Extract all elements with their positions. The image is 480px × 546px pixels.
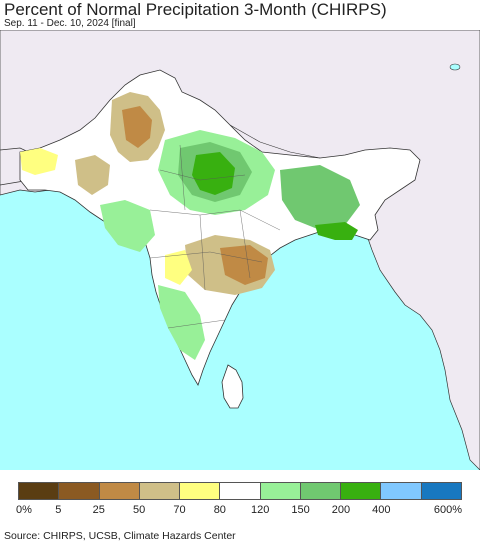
sri-lanka: [221, 364, 244, 409]
legend-swatch: [421, 483, 461, 499]
dry-region-sindh: [75, 155, 110, 195]
legend-swatch: [180, 483, 221, 499]
legend-label: 150: [291, 504, 310, 516]
map-title: Percent of Normal Precipitation 3-Month …: [4, 0, 387, 19]
legend-swatch: [59, 483, 100, 499]
legend-label: 200: [331, 504, 351, 516]
legend-label: 80: [213, 504, 226, 516]
precipitation-map: [0, 30, 480, 470]
yellow-region-baluchistan: [20, 148, 58, 175]
very-dry-region-deccan: [220, 245, 268, 285]
legend-swatch: [19, 483, 60, 499]
legend-swatch: [341, 483, 382, 499]
very-wet-region-central-india: [192, 152, 235, 195]
source-credit: Source: CHIRPS, UCSB, Climate Hazards Ce…: [4, 530, 236, 542]
legend-swatch: [381, 483, 422, 499]
wet-region-east-india: [280, 165, 360, 230]
legend-swatch: [99, 483, 140, 499]
wet-region-south-india: [158, 285, 205, 360]
wet-region-gujarat: [100, 200, 155, 252]
very-dry-region-pakistan: [122, 106, 152, 148]
color-legend: [18, 482, 462, 500]
state-borders: [149, 144, 281, 329]
legend-label: 400: [372, 504, 391, 516]
legend-swatch: [139, 483, 181, 499]
lake-feature: [449, 63, 461, 71]
map-subtitle: Sep. 11 - Dec. 10, 2024 [final]: [4, 18, 136, 29]
nepal-border: [229, 124, 321, 159]
legend-swatch: [300, 483, 342, 499]
legend-swatch: [260, 483, 301, 499]
legend-labels: 0% 5 25 50 70 80 120 150 200 400 600%: [0, 504, 480, 518]
bangladesh-coast: [315, 222, 358, 240]
legend-label: 0%: [16, 504, 32, 516]
legend-label: 70: [173, 504, 186, 516]
legend-label: 120: [250, 504, 270, 516]
legend-label: 5: [55, 504, 62, 516]
legend-label: 25: [92, 504, 105, 516]
legend-swatch: [220, 483, 261, 499]
yellow-region-deccan: [165, 250, 192, 285]
map-svg: [0, 30, 480, 470]
legend-label: 50: [132, 504, 146, 516]
legend-label: 600%: [433, 504, 463, 516]
